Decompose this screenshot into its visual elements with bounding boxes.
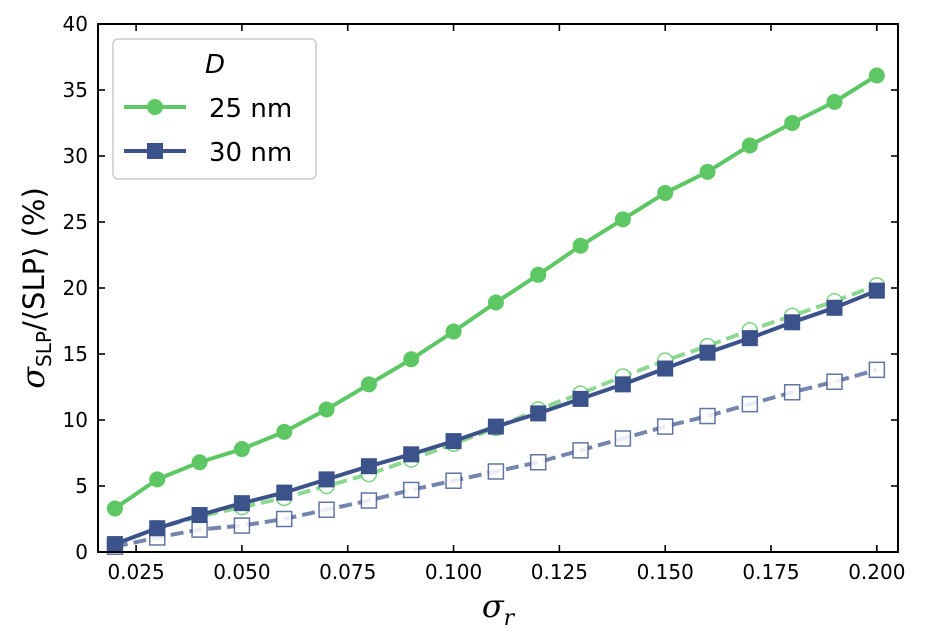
data-point — [403, 446, 420, 463]
data-point — [868, 67, 885, 84]
x-tick-label: 0.150 — [637, 560, 694, 584]
y-axis-label-subscript: SLP — [32, 331, 56, 367]
data-point — [318, 471, 335, 488]
ticks-layer: 0.025 0.050 0.075 0.100 0.125 0.150 0.175 0.200… — [63, 12, 906, 584]
data-point — [530, 405, 547, 422]
data-point — [233, 517, 251, 534]
x-tick-label: 0.025 — [107, 560, 164, 584]
data-point — [784, 314, 801, 331]
x-tick-label: 0.125 — [531, 560, 588, 584]
data-point — [530, 266, 547, 283]
y-tick-label: 15 — [63, 342, 88, 366]
data-point — [276, 423, 293, 440]
data-point — [445, 323, 462, 340]
data-point — [360, 376, 377, 393]
legend-marker-25nm — [147, 99, 163, 115]
legend-title: D — [205, 50, 225, 80]
data-point — [275, 510, 293, 528]
data-point — [318, 401, 335, 418]
data-point — [614, 376, 631, 393]
data-point — [487, 418, 504, 435]
y-tick-label: 10 — [63, 408, 88, 432]
data-point — [360, 492, 378, 509]
data-point — [487, 463, 505, 480]
series-0 — [106, 67, 885, 517]
data-point — [741, 395, 759, 413]
y-tick-label: 0 — [75, 540, 88, 564]
data-point — [487, 294, 504, 311]
legend: D 25 nm 30 nm — [112, 38, 317, 180]
data-point — [572, 390, 589, 407]
x-axis-label: σr — [482, 587, 516, 631]
x-tick-label: 0.050 — [213, 560, 270, 584]
data-point — [191, 507, 208, 524]
y-axis-label: σSLP/⟨SLP⟩ (%) — [14, 187, 56, 389]
data-point — [149, 520, 166, 537]
series-1 — [106, 282, 885, 553]
data-point — [149, 471, 166, 488]
data-point — [657, 360, 674, 377]
x-tick-label: 0.100 — [425, 560, 482, 584]
data-point — [233, 495, 250, 512]
data-point — [826, 299, 843, 316]
data-point — [784, 115, 801, 131]
y-tick-label: 35 — [63, 78, 88, 102]
data-point — [276, 484, 293, 501]
y-axis-label-rest: /⟨SLP⟩ (%) — [17, 187, 51, 331]
data-point — [402, 481, 420, 499]
data-point — [656, 418, 674, 435]
data-point — [106, 536, 123, 553]
data-point — [191, 521, 208, 538]
data-point — [529, 453, 547, 471]
data-point — [826, 373, 843, 390]
x-tick-label: 0.175 — [742, 560, 799, 584]
data-point — [572, 442, 589, 459]
data-point — [360, 458, 377, 475]
data-point — [445, 433, 462, 450]
legend-label-30nm: 30 nm — [209, 138, 292, 168]
x-tick-label: 0.075 — [319, 560, 376, 584]
data-point — [783, 384, 801, 401]
y-tick-label: 30 — [63, 144, 88, 168]
series-layer — [106, 67, 886, 555]
y-tick-label: 25 — [63, 210, 88, 234]
data-point — [403, 351, 420, 368]
data-point — [741, 137, 758, 154]
data-point — [233, 441, 250, 458]
data-point — [868, 361, 886, 379]
legend-label-25nm: 25 nm — [209, 94, 292, 124]
x-axis-label-subscript: r — [504, 606, 516, 631]
y-tick-label: 5 — [75, 474, 88, 498]
y-tick-label: 40 — [63, 12, 88, 36]
data-point — [318, 501, 335, 519]
data-point — [699, 163, 716, 180]
data-point — [191, 454, 208, 471]
data-point — [614, 211, 631, 228]
data-point — [699, 407, 716, 425]
y-tick-label: 20 — [63, 276, 88, 300]
y-axis-label-symbol: σ — [14, 366, 52, 389]
data-point — [699, 344, 716, 361]
data-point — [741, 330, 758, 347]
legend-marker-30nm — [147, 143, 163, 159]
data-point — [445, 472, 462, 489]
series-3 — [106, 361, 886, 555]
data-point — [657, 184, 674, 201]
data-point — [572, 237, 589, 254]
legend-box — [112, 38, 317, 180]
x-axis-label-symbol: σ — [482, 587, 505, 625]
data-point — [106, 500, 123, 517]
data-point — [868, 282, 885, 299]
x-tick-label: 0.200 — [848, 560, 905, 584]
data-point — [826, 93, 843, 110]
data-point — [614, 430, 632, 447]
